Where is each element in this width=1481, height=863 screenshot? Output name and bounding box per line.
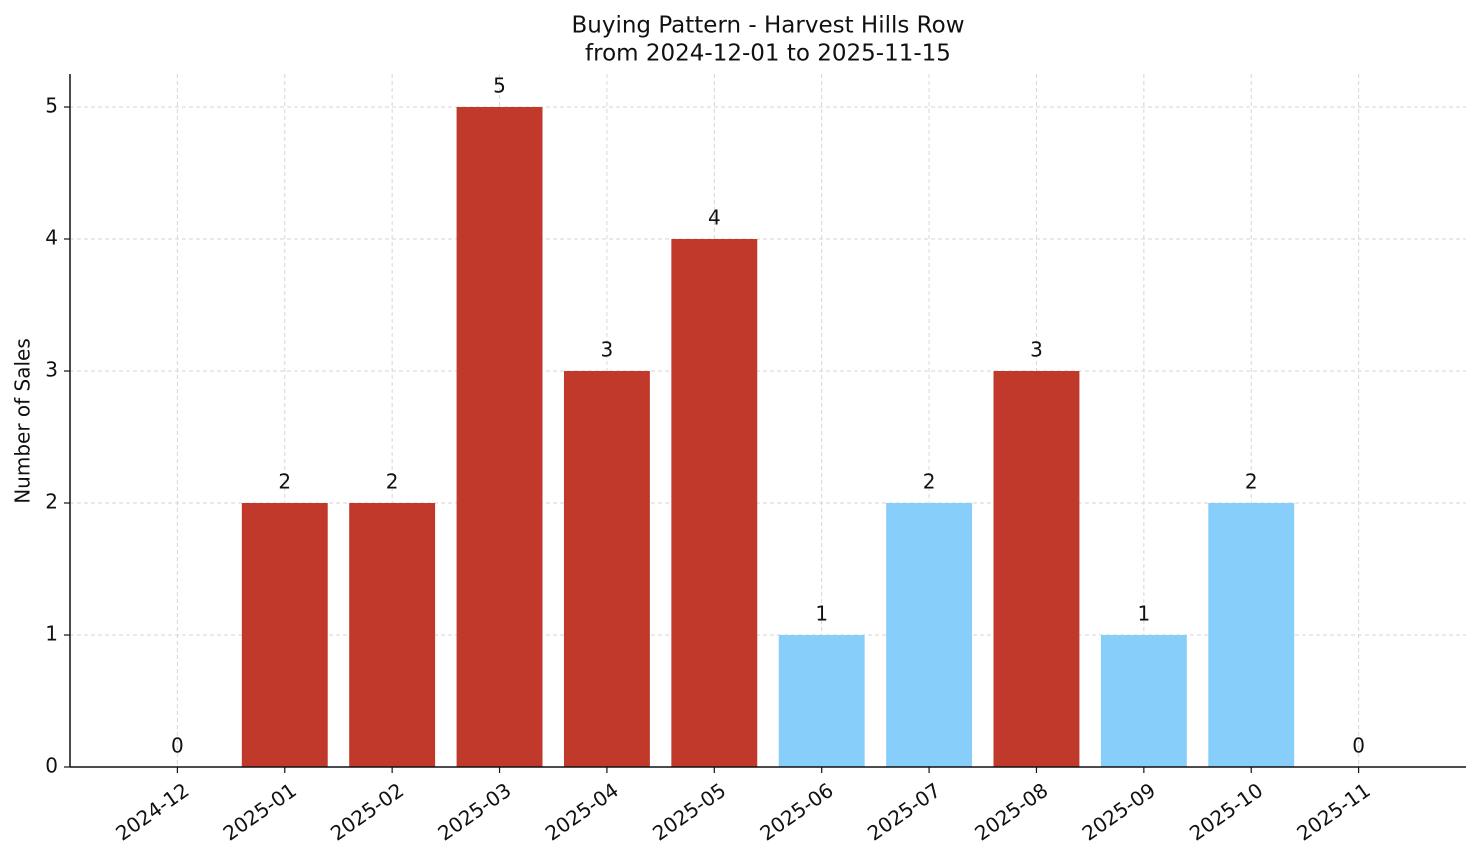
x-tick-label: 2025-06 — [755, 778, 837, 846]
bar — [1100, 635, 1187, 767]
data-label: 2 — [386, 470, 399, 494]
bar — [456, 107, 543, 767]
bar — [778, 635, 865, 767]
data-label: 1 — [815, 602, 828, 626]
bar — [563, 371, 650, 767]
bar — [671, 239, 758, 767]
x-tick-label: 2025-04 — [541, 778, 623, 846]
data-label: 3 — [1030, 338, 1043, 362]
data-label: 2 — [923, 470, 936, 494]
bar — [886, 503, 973, 767]
x-tick-label: 2025-08 — [970, 778, 1052, 846]
data-label: 5 — [493, 74, 506, 98]
x-tick-label: 2025-03 — [433, 778, 515, 846]
x-tick-label: 2025-01 — [219, 778, 301, 846]
data-label: 1 — [1137, 602, 1150, 626]
bar — [1208, 503, 1295, 767]
data-label: 3 — [601, 338, 614, 362]
x-tick-label: 2024-12 — [111, 778, 193, 846]
bar — [349, 503, 436, 767]
y-tick-label: 5 — [45, 94, 58, 118]
x-tick-label: 2025-05 — [648, 778, 730, 846]
y-tick-label: 1 — [45, 622, 58, 646]
data-label: 4 — [708, 206, 721, 230]
x-tick-label: 2025-09 — [1078, 778, 1160, 846]
chart-subtitle: from 2024-12-01 to 2025-11-15 — [585, 41, 951, 67]
y-tick-label: 2 — [45, 490, 58, 514]
x-tick-label: 2025-11 — [1292, 778, 1374, 846]
data-label: 2 — [278, 470, 291, 494]
x-tick-label: 2025-02 — [326, 778, 408, 846]
data-label: 0 — [171, 734, 184, 758]
data-label: 2 — [1245, 470, 1258, 494]
bar — [241, 503, 328, 767]
y-tick-label: 4 — [45, 226, 58, 250]
chart-title: Buying Pattern - Harvest Hills Row — [571, 13, 964, 39]
y-axis-label: Number of Sales — [11, 338, 35, 504]
y-tick-label: 3 — [45, 358, 58, 382]
bar — [993, 371, 1080, 767]
data-label: 0 — [1352, 734, 1365, 758]
x-tick-label: 2025-07 — [863, 778, 945, 846]
x-tick-label: 2025-10 — [1185, 778, 1267, 846]
y-tick-label: 0 — [45, 754, 58, 778]
